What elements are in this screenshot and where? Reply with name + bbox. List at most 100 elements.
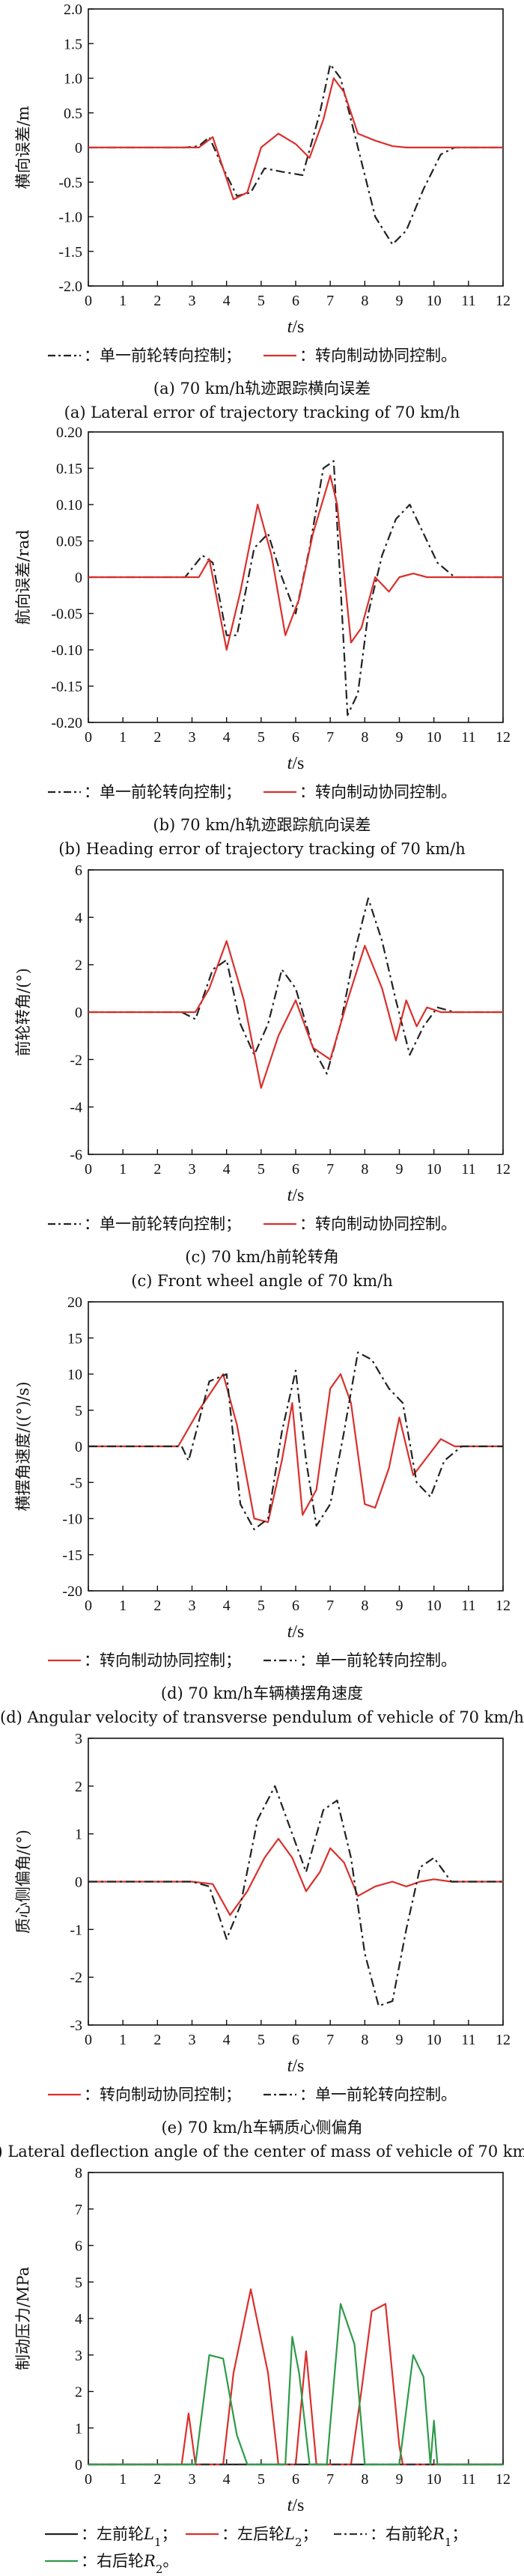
y-tick-label: 20 bbox=[67, 1294, 82, 1311]
x-tick-label: 9 bbox=[396, 2032, 403, 2048]
y-tick-label: 15 bbox=[67, 1330, 82, 1347]
x-tick-label: 10 bbox=[427, 729, 442, 746]
x-tick-label: 10 bbox=[427, 2032, 442, 2048]
caption-cn: (a) 70 km/h轨迹跟踪横向误差 bbox=[153, 380, 371, 398]
legend-entry: ：单一前轮转向控制； bbox=[84, 347, 241, 365]
y-tick-label: -5 bbox=[70, 1475, 82, 1491]
x-tick-label: 0 bbox=[85, 1598, 92, 1614]
y-tick-label: 0 bbox=[75, 140, 82, 156]
y-tick-label: -1.5 bbox=[58, 244, 82, 261]
y-tick-label: 0 bbox=[75, 1875, 82, 1891]
series-line-2 bbox=[88, 2288, 503, 2466]
series-line-1 bbox=[88, 1373, 503, 1523]
x-axis-label: t/s bbox=[287, 2496, 305, 2515]
x-tick-label: 3 bbox=[189, 293, 196, 309]
x-tick-label: 1 bbox=[119, 1598, 127, 1614]
x-tick-label: 8 bbox=[361, 2032, 368, 2048]
legend-entry: ：左后轮L2； bbox=[222, 2525, 318, 2549]
x-tick-label: 11 bbox=[461, 1598, 475, 1614]
x-tick-label: 8 bbox=[361, 2471, 368, 2488]
x-tick-label: 0 bbox=[85, 1161, 92, 1178]
x-tick-label: 2 bbox=[153, 293, 161, 309]
caption-cn: (d) 70 km/h车辆横摆角速度 bbox=[161, 1684, 363, 1702]
y-tick-label: -0.15 bbox=[51, 679, 82, 695]
x-tick-label: 7 bbox=[326, 2471, 334, 2488]
x-axis-label: t/s bbox=[287, 754, 305, 773]
y-tick-label: 3 bbox=[75, 2348, 82, 2364]
x-tick-label: 2 bbox=[153, 1161, 161, 1178]
y-tick-label: 0.5 bbox=[64, 106, 82, 122]
y-tick-label: 6 bbox=[75, 862, 82, 879]
chart-1: 0 1 2 3 4 5 6 7 8 9 10 11 12-2.0-1.5-1.0-0.500.51.01… bbox=[14, 1, 511, 421]
y-tick-label: -2.0 bbox=[58, 278, 82, 295]
x-tick-label: 3 bbox=[189, 2032, 196, 2048]
caption-en: (b) Heading error of trajectory tracking… bbox=[58, 840, 465, 858]
x-tick-label: 8 bbox=[361, 729, 368, 746]
series-line-2 bbox=[88, 77, 503, 201]
series-line-2 bbox=[88, 940, 503, 1089]
legend-entry: ：单一前轮转向控制。 bbox=[299, 1651, 457, 1669]
x-tick-label: 1 bbox=[119, 2471, 127, 2488]
x-tick-label: 0 bbox=[85, 293, 92, 309]
x-tick-label: 12 bbox=[496, 729, 511, 746]
x-tick-label: 5 bbox=[258, 2471, 265, 2488]
x-tick-label: 11 bbox=[461, 1161, 475, 1178]
x-tick-label: 4 bbox=[223, 1161, 231, 1178]
x-tick-label: 6 bbox=[292, 1161, 299, 1178]
caption-en: (c) Front wheel angle of 70 km/h bbox=[131, 1272, 393, 1290]
y-tick-label: 6 bbox=[75, 2238, 82, 2255]
caption-en: (e) Lateral deflection angle of the cent… bbox=[0, 2143, 524, 2161]
x-tick-label: 7 bbox=[326, 1161, 334, 1178]
x-tick-label: 5 bbox=[258, 1598, 265, 1614]
x-tick-label: 8 bbox=[361, 1161, 368, 1178]
legend-entry: ：单一前轮转向控制。 bbox=[299, 2086, 457, 2104]
y-tick-label: 0.05 bbox=[56, 534, 82, 550]
caption-en: (a) Lateral error of trajectory tracking… bbox=[64, 404, 460, 421]
x-tick-label: 6 bbox=[292, 1598, 299, 1614]
x-tick-label: 9 bbox=[396, 1161, 403, 1178]
x-tick-label: 6 bbox=[292, 2032, 299, 2048]
x-tick-label: 4 bbox=[223, 2471, 231, 2488]
series-line-2 bbox=[88, 475, 503, 651]
y-axis-label: 制动压力/MPa bbox=[14, 2267, 32, 2370]
y-tick-label: -0.05 bbox=[51, 606, 82, 623]
x-tick-label: 0 bbox=[85, 2032, 92, 2048]
x-tick-label: 9 bbox=[396, 2471, 403, 2488]
x-tick-label: 10 bbox=[427, 293, 442, 309]
legend-entry: ：转向制动协同控制； bbox=[84, 1651, 241, 1669]
y-tick-label: -20 bbox=[62, 1583, 82, 1600]
chart-4: 0 1 2 3 4 5 6 7 8 9 10 11 12-20-15-10-505101520横摆角速度… bbox=[0, 1294, 524, 1726]
x-tick-label: 11 bbox=[461, 2032, 475, 2048]
y-tick-label: 0 bbox=[75, 1439, 82, 1455]
x-tick-label: 5 bbox=[258, 729, 265, 746]
x-tick-label: 12 bbox=[496, 2032, 511, 2048]
x-tick-label: 4 bbox=[223, 1598, 231, 1614]
x-axis-label: t/s bbox=[287, 2056, 305, 2076]
legend-entry: ：单一前轮转向控制； bbox=[84, 783, 241, 801]
y-tick-label: 4 bbox=[75, 2311, 82, 2327]
legend-entry: ：右后轮R2。 bbox=[81, 2552, 178, 2576]
x-tick-label: 1 bbox=[119, 1161, 127, 1178]
x-tick-label: 12 bbox=[496, 1161, 511, 1178]
y-axis-label: 横摆角速度/((°)/s) bbox=[14, 1381, 32, 1511]
caption-cn: (c) 70 km/h前轮转角 bbox=[185, 1248, 338, 1266]
series-line-4 bbox=[88, 2303, 503, 2466]
legend-entry: ：转向制动协同控制。 bbox=[299, 1215, 457, 1233]
x-tick-label: 2 bbox=[153, 1598, 161, 1614]
x-tick-label: 9 bbox=[396, 1598, 403, 1614]
y-axis-label: 质心侧偏角/(°) bbox=[14, 1830, 32, 1934]
series-line-2 bbox=[88, 1351, 503, 1531]
y-tick-label: -0.10 bbox=[51, 642, 82, 659]
x-tick-label: 0 bbox=[85, 729, 92, 746]
x-axis-label: t/s bbox=[287, 317, 305, 337]
y-tick-label: -6 bbox=[70, 1147, 82, 1163]
y-tick-label: 4 bbox=[75, 910, 82, 926]
chart-5: 0 1 2 3 4 5 6 7 8 9 10 11 12-3-2-10123质心侧偏角/(°)t/s：转… bbox=[0, 1731, 524, 2161]
x-tick-label: 7 bbox=[326, 729, 334, 746]
x-tick-label: 10 bbox=[427, 1161, 442, 1178]
x-tick-label: 2 bbox=[153, 2471, 161, 2488]
x-tick-label: 4 bbox=[223, 729, 231, 746]
plot-frame bbox=[88, 2172, 504, 2465]
y-tick-label: -1 bbox=[70, 1922, 82, 1938]
x-tick-label: 10 bbox=[427, 2471, 442, 2488]
